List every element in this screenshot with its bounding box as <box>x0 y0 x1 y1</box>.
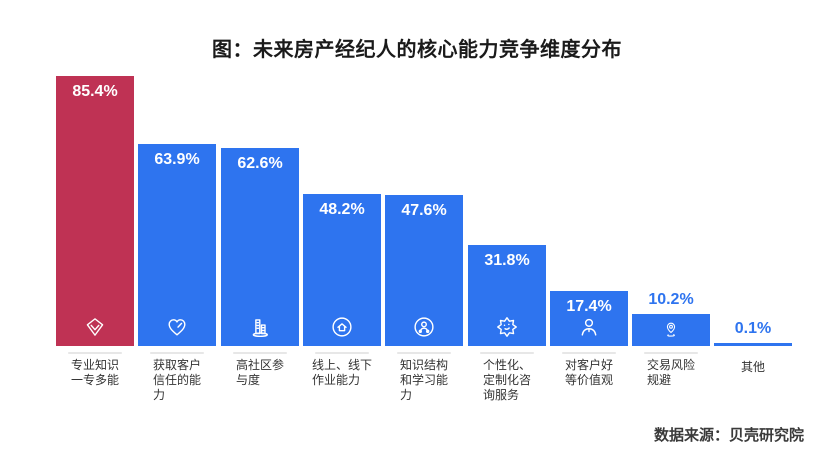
bar-value-label: 85.4% <box>72 83 118 100</box>
bar-category-label-wrap: 其他 <box>714 358 792 376</box>
home-circle-icon <box>303 314 381 340</box>
data-source: 数据来源：贝壳研究院 <box>653 427 804 444</box>
bar-category-label-wrap: 高社区参 与度 <box>221 358 299 389</box>
chart-title: 图：未来房产经纪人的核心能力竞争维度分布 <box>212 39 622 61</box>
bar-shadow <box>68 352 122 354</box>
bar-value-label: 62.6% <box>237 155 283 172</box>
bar <box>56 76 134 346</box>
bar-value-label: 10.2% <box>648 291 694 308</box>
bar-category-label: 获取客户 信任的能 力 <box>152 358 201 402</box>
bar-shadow <box>397 352 451 354</box>
bar-category-label: 知识结构 和学习能 力 <box>399 358 448 402</box>
bar-category-label-wrap: 获取客户 信任的能 力 <box>138 358 216 404</box>
bar-shadow <box>562 352 616 354</box>
bar-shadow <box>644 352 698 354</box>
bar <box>138 144 216 346</box>
bar-category-label: 线上、线下 作业能力 <box>311 358 372 387</box>
bar-category-label-wrap: 个性化、 定制化咨 询服务 <box>468 358 546 404</box>
bar-category-label-wrap: 对客户好 等价值观 <box>550 358 628 389</box>
buildings-icon <box>221 314 299 340</box>
bar-category-label-wrap: 专业知识 一专多能 <box>56 358 134 389</box>
heart-icon <box>138 314 216 340</box>
location-pin-icon <box>632 320 710 340</box>
bar-value-label: 47.6% <box>401 202 447 219</box>
bar-category-label: 专业知识 一专多能 <box>70 358 119 387</box>
bar <box>632 314 710 346</box>
bar-shadow <box>480 352 534 354</box>
bar-value-label: 17.4% <box>566 298 612 315</box>
bar-shadow <box>315 352 369 354</box>
bar-category-label: 个性化、 定制化咨 询服务 <box>482 358 531 402</box>
bar <box>385 195 463 346</box>
bar <box>303 194 381 346</box>
bar-value-label: 0.1% <box>734 320 772 337</box>
person-icon <box>550 314 628 340</box>
bar-category-label-wrap: 知识结构 和学习能 力 <box>385 358 463 404</box>
bar-category-label-wrap: 交易风险 规避 <box>632 358 710 389</box>
bar-shadow <box>150 352 204 354</box>
bar-value-label: 31.8% <box>484 252 530 269</box>
person-network-icon <box>385 314 463 340</box>
bar <box>221 148 299 346</box>
bar-value-label: 48.2% <box>319 201 365 218</box>
bar-value-label: 63.9% <box>154 151 200 168</box>
bar-category-label: 交易风险 规避 <box>646 358 695 387</box>
bar-shadow <box>233 352 287 354</box>
bar-category-label-wrap: 线上、线下 作业能力 <box>303 358 381 389</box>
bar-category-label: 高社区参 与度 <box>235 358 284 387</box>
bar <box>550 291 628 346</box>
badge-star-icon <box>468 314 546 340</box>
bar <box>714 343 792 346</box>
gem-icon <box>56 314 134 340</box>
bar-category-label: 对客户好 等价值观 <box>564 358 613 387</box>
bar-category-label: 其他 <box>740 360 765 374</box>
